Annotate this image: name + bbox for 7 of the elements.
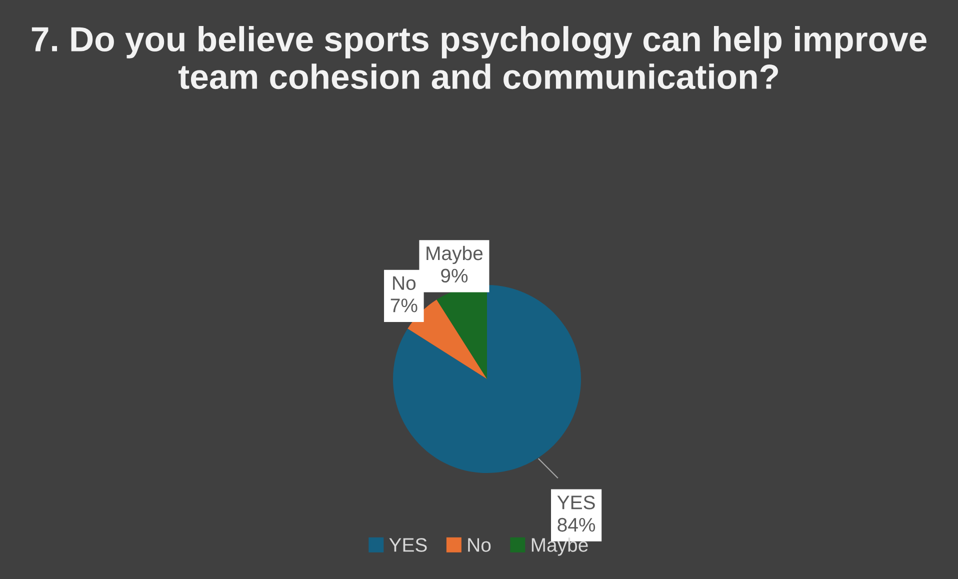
legend-label: No — [468, 538, 491, 552]
data-label: No 7% — [390, 276, 418, 312]
legend-label: YES — [389, 538, 427, 552]
legend-label: Maybe — [532, 538, 588, 556]
chart-title: 7. Do you believe sports psychology can help improve team cohesion and communication? — [32, 26, 926, 90]
data-label: YES 84% — [557, 496, 596, 532]
data-label: Maybe 9% — [426, 246, 483, 283]
